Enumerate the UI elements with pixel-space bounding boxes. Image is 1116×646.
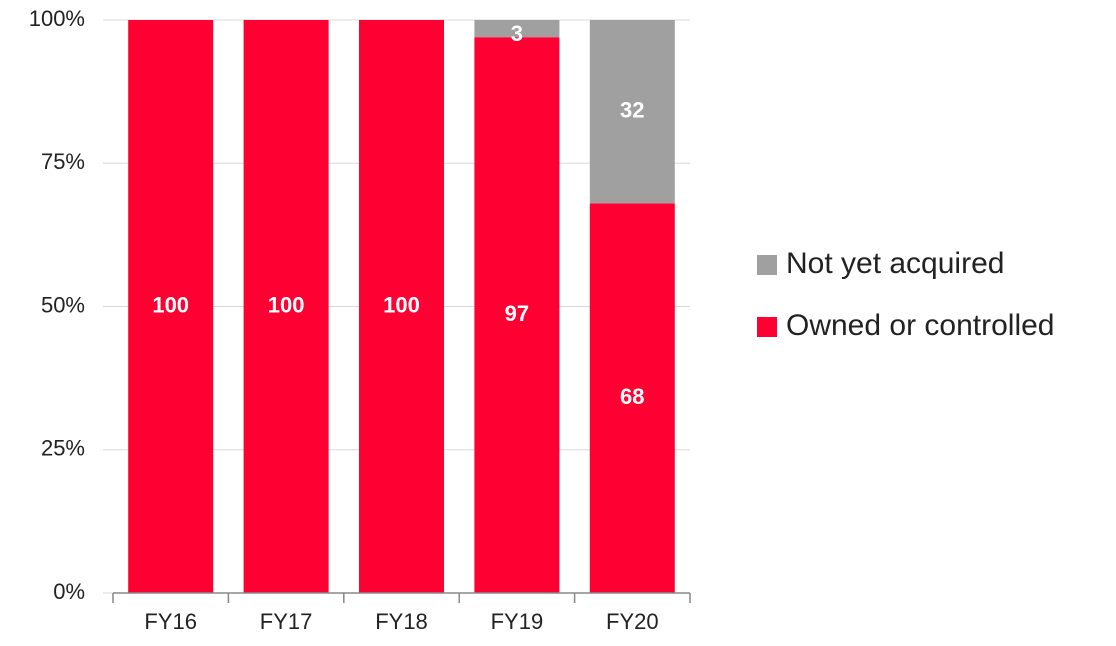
y-tick-label: 50% (41, 292, 85, 317)
legend-label: Owned or controlled (786, 309, 1054, 342)
x-tick-label: FY18 (375, 609, 428, 634)
y-tick-label: 25% (41, 436, 85, 461)
x-tick-label: FY17 (260, 609, 313, 634)
bar-segment (589, 20, 675, 204)
data-label: 97 (505, 301, 529, 326)
data-label: 32 (620, 97, 644, 122)
bar-segment (589, 203, 675, 594)
x-tick-label: FY16 (144, 609, 197, 634)
bar-segment (359, 20, 444, 593)
data-label: 68 (620, 384, 644, 409)
y-tick-label: 100% (29, 6, 85, 31)
x-tick-label: FY20 (606, 609, 659, 634)
bar-segment (474, 20, 560, 38)
bar-segment (128, 20, 214, 593)
legend-swatch (757, 255, 777, 275)
x-tick-label: FY19 (491, 609, 544, 634)
bar-segment (474, 37, 560, 593)
data-label: 100 (152, 292, 189, 317)
data-label: 100 (268, 292, 305, 317)
legend-label: Not yet acquired (786, 247, 1004, 280)
y-tick-label: 75% (41, 149, 85, 174)
y-tick-label: 0% (53, 579, 85, 604)
data-label: 100 (383, 292, 420, 317)
bar-segment (243, 20, 329, 593)
data-label: 3 (511, 21, 523, 46)
legend-swatch (757, 317, 777, 337)
